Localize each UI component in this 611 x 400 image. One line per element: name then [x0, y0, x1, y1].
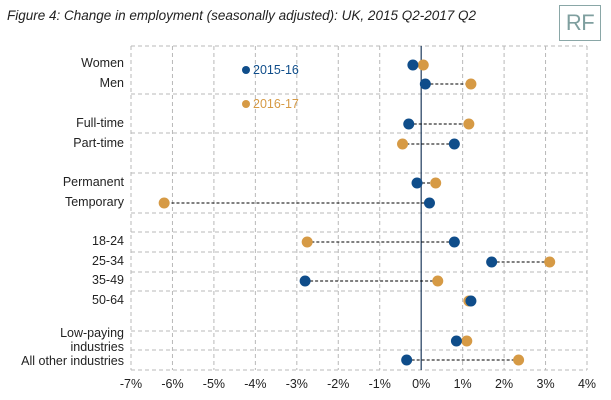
point-2015-16	[299, 275, 311, 287]
x-axis-ticks: -7% -6% -5% -4% -3% -2% -1% 0% 1% 2% 3% 4%	[120, 377, 596, 391]
x-tick-label: -3%	[286, 377, 308, 391]
data-points	[158, 59, 556, 366]
point-2015-16	[419, 78, 431, 90]
x-tick-label: -2%	[327, 377, 349, 391]
point-2016-17	[465, 78, 477, 90]
point-2016-17	[430, 177, 442, 189]
category-label: All other industries	[21, 354, 124, 368]
point-2016-17	[513, 354, 525, 366]
point-2015-16	[411, 177, 423, 189]
category-label: Part-time	[73, 136, 124, 150]
point-2015-16	[403, 118, 415, 130]
point-2016-17	[158, 197, 170, 209]
x-tick-label: 1%	[454, 377, 472, 391]
category-label: 50-64	[92, 293, 124, 307]
point-2016-17	[463, 118, 475, 130]
x-tick-label: 3%	[537, 377, 555, 391]
resolution-foundation-logo: RF	[559, 5, 601, 41]
point-2016-17	[417, 59, 429, 71]
x-tick-label: -6%	[161, 377, 183, 391]
category-label: Low-paying industries	[60, 326, 124, 354]
x-tick-label: 2%	[495, 377, 513, 391]
x-tick-label: 4%	[578, 377, 596, 391]
point-2015-16	[407, 59, 419, 71]
category-label: Full-time	[76, 116, 124, 130]
legend-label: 2016-17	[253, 97, 299, 111]
x-tick-label: 0%	[412, 377, 430, 391]
point-2016-17	[461, 335, 473, 347]
legend-marker	[242, 66, 250, 74]
legend-label: 2015-16	[253, 63, 299, 77]
category-label: Women	[81, 56, 124, 70]
x-tick-label: -1%	[369, 377, 391, 391]
chart-title: Figure 4: Change in employment (seasonal…	[7, 8, 477, 23]
category-label: 35-49	[92, 273, 124, 287]
x-tick-label: -4%	[244, 377, 266, 391]
x-tick-label: -5%	[203, 377, 225, 391]
point-2015-16	[465, 295, 477, 307]
point-2015-16	[448, 236, 460, 248]
point-2016-17	[544, 256, 556, 268]
point-2015-16	[450, 335, 462, 347]
point-2016-17	[301, 236, 313, 248]
grid-lines	[130, 45, 588, 371]
category-label: Permanent	[63, 175, 125, 189]
x-tick-label: -7%	[120, 377, 142, 391]
category-label: 25-34	[92, 254, 124, 268]
category-label: 18-24	[92, 234, 124, 248]
category-label: Temporary	[65, 195, 125, 209]
legend-marker	[242, 100, 250, 108]
point-2016-17	[397, 138, 409, 150]
point-2016-17	[432, 275, 444, 287]
point-2015-16	[401, 354, 413, 366]
category-labels: Women Men Full-time Part-time Permanent Tempo…	[21, 56, 125, 368]
point-2015-16	[423, 197, 435, 209]
point-2015-16	[486, 256, 498, 268]
legend: 2015-16 2016-17	[242, 63, 299, 111]
category-label: Men	[100, 76, 124, 90]
point-2015-16	[448, 138, 460, 150]
